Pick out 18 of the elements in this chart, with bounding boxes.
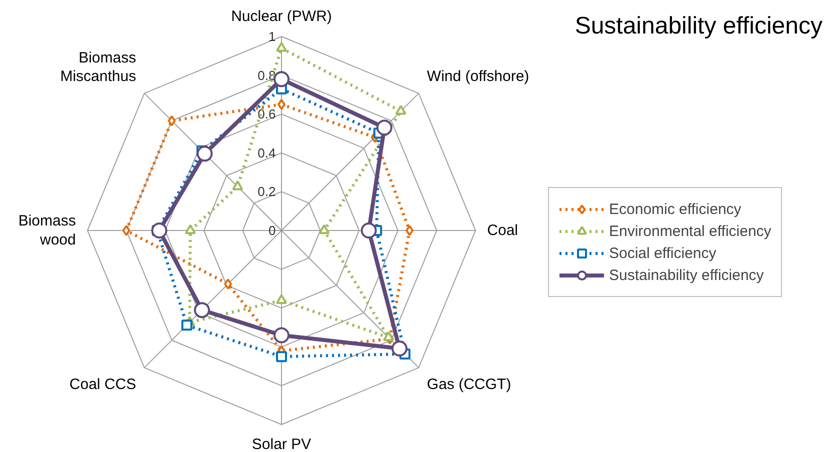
legend-label: Social efficiency — [609, 244, 716, 264]
legend-label: Sustainability efficiency — [609, 266, 764, 286]
spoke-label: Coal — [487, 222, 518, 239]
spoke-label: Biomass wood — [18, 212, 76, 248]
y-tick-label: 0.4 — [258, 145, 276, 160]
spoke-label: Biomass Miscanthus — [60, 49, 136, 86]
chart-title: Sustainability efficiency — [574, 12, 822, 40]
y-tick-label: 0.6 — [258, 106, 276, 122]
spoke-label: Solar PV — [252, 436, 312, 452]
spoke-label: Coal CCS — [69, 376, 136, 393]
y-tick-label: 0.2 — [258, 184, 276, 200]
y-tick-label: 1 — [268, 29, 276, 44]
legend-label: Environmental efficiency — [609, 222, 772, 242]
y-tick-label: 0 — [268, 223, 276, 238]
spoke-label: Wind (offshore) — [426, 68, 530, 86]
legend-label: Economic efficiency — [609, 200, 742, 220]
spoke-label: Nuclear (PWR) — [231, 8, 332, 25]
spoke-label: Gas (CCGT) — [426, 376, 512, 393]
